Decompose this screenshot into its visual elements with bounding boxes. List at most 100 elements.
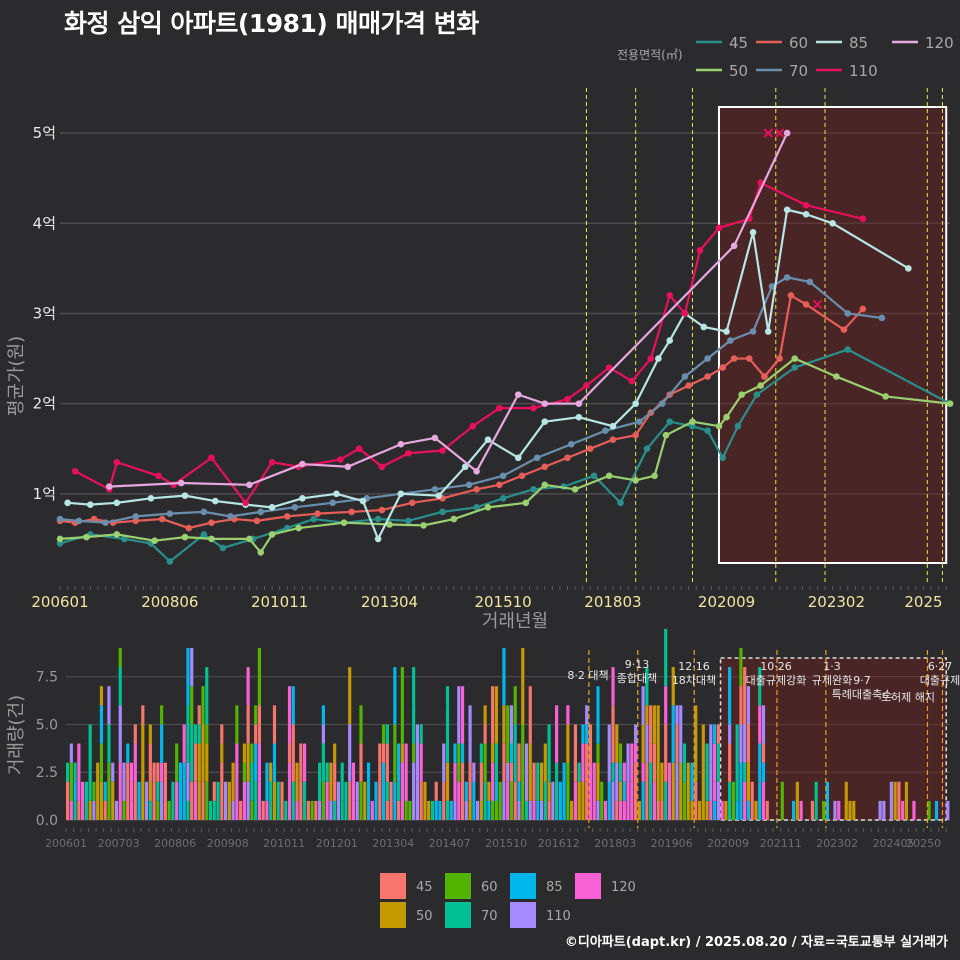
volume-bar [148, 781, 152, 801]
volume-bar [893, 781, 897, 820]
volume-bar [743, 724, 747, 763]
volume-bar [517, 800, 521, 820]
volume-bar [596, 800, 600, 820]
data-point [253, 517, 261, 525]
volume-bar [318, 800, 322, 820]
volume-bar [148, 724, 152, 744]
volume-legend: 45 60 85 120 50 70 110 [380, 873, 636, 928]
volume-bar [618, 743, 623, 763]
volume-bar [713, 800, 717, 820]
volume-bar [205, 743, 209, 782]
x-tick-label: 20250 [906, 837, 941, 850]
data-point [56, 535, 64, 543]
x-tick-label: 202009 [707, 837, 749, 850]
volume-bar [491, 686, 495, 744]
volume-bar [299, 743, 303, 763]
y-tick-label: 2.5 [36, 765, 58, 781]
data-point [151, 537, 158, 545]
volume-bar [295, 800, 299, 820]
data-point [181, 492, 189, 499]
volume-bar [904, 781, 909, 820]
data-point [583, 382, 590, 389]
y-axis-title: 거래량(건) [6, 695, 27, 775]
volume-bar [491, 762, 495, 801]
volume-bar [735, 800, 739, 820]
volume-bar [156, 762, 160, 782]
volume-bar [720, 800, 724, 820]
volume-bar [336, 781, 341, 820]
volume-bar [637, 800, 641, 820]
volume-bar [509, 762, 514, 782]
data-point [208, 519, 215, 526]
volume-bar [144, 781, 149, 820]
volume-bar [502, 705, 506, 744]
volume-bar [532, 762, 536, 801]
volume-bar [205, 724, 209, 744]
volume-bar [611, 781, 615, 820]
data-point [132, 513, 140, 520]
volume-bar [156, 781, 160, 801]
x-tick-label: 201510 [474, 593, 531, 611]
volume-bar [118, 705, 122, 763]
data-point [344, 463, 352, 471]
data-point [787, 292, 795, 299]
x-tick-label: 200601 [45, 837, 87, 850]
data-point [609, 422, 617, 430]
volume-bar [363, 781, 367, 820]
volume-bar [220, 762, 224, 820]
data-point [461, 463, 469, 471]
data-point [571, 486, 579, 493]
volume-bar [494, 743, 498, 782]
volume-bar [246, 667, 250, 706]
volume-bar [671, 667, 675, 706]
volume-bar [302, 743, 307, 782]
legend-swatch [575, 873, 601, 899]
data-point [397, 490, 405, 498]
volume-bar [212, 781, 216, 801]
volume-bar [716, 781, 720, 820]
volume-bar [585, 705, 589, 725]
data-point [166, 510, 174, 517]
data-point [257, 508, 265, 516]
data-point [719, 364, 727, 371]
data-point [86, 501, 94, 508]
volume-bar [250, 800, 254, 820]
data-point [730, 355, 738, 362]
volume-bar [160, 705, 164, 725]
legend-label: 120 [611, 880, 636, 895]
data-point [71, 467, 79, 475]
volume-bar [348, 781, 352, 820]
volume-bar [739, 686, 743, 725]
volume-bar [547, 781, 551, 801]
volume-bar [370, 800, 374, 820]
volume-bar [254, 724, 258, 744]
y-tick-label: 5억 [33, 124, 56, 142]
x-tick-label: 200908 [207, 837, 249, 850]
series-70 [56, 274, 886, 526]
volume-bar [810, 800, 814, 820]
volume-bar [521, 648, 525, 687]
volume-bar [400, 743, 404, 763]
volume-bar [603, 800, 608, 820]
data-point [757, 382, 764, 389]
volume-bar [197, 705, 201, 725]
data-point [499, 472, 507, 480]
data-point [268, 504, 276, 511]
volume-bars [66, 628, 950, 820]
data-point [299, 460, 306, 468]
volume-bar [205, 781, 209, 820]
volume-bar [645, 705, 649, 725]
volume-bar [242, 743, 246, 763]
volume-bar [412, 762, 416, 820]
volume-bar [649, 705, 653, 744]
data-point [802, 301, 810, 308]
volume-bar [378, 762, 382, 820]
volume-bar [351, 762, 356, 801]
data-point [651, 472, 658, 480]
data-point [102, 519, 109, 526]
data-point [632, 476, 639, 484]
volume-bar [509, 705, 514, 744]
